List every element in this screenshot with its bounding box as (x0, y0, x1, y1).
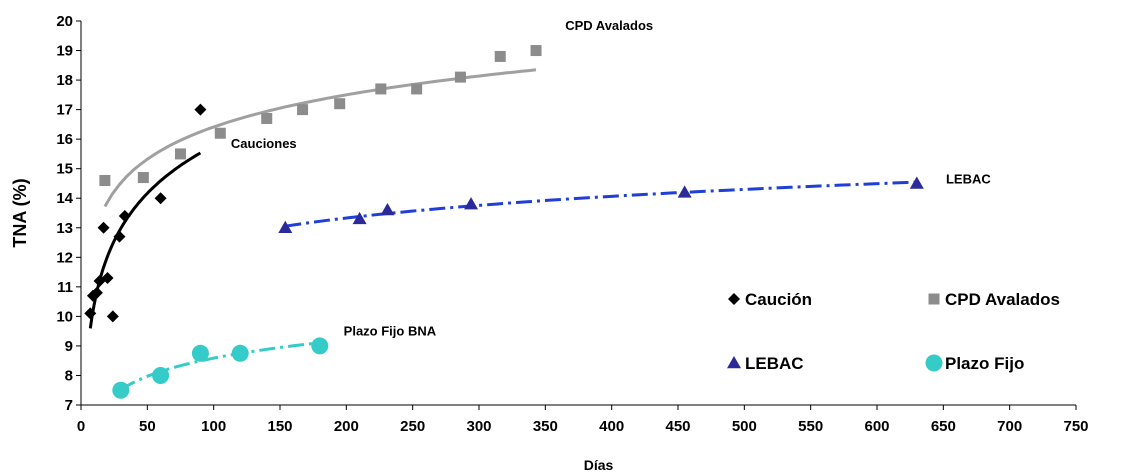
point-cpd-avalados (454, 71, 466, 83)
point-lebac (278, 220, 293, 234)
x-tick-label: 300 (466, 418, 491, 435)
point-caucion (113, 230, 126, 243)
point-lebac (909, 176, 924, 189)
legend-marker-lebac (727, 356, 741, 369)
x-tick-label: 150 (267, 418, 292, 435)
point-lebac (464, 197, 479, 210)
annotation-lebac: LEBAC (946, 171, 991, 186)
trend-line-plazo-fijo (119, 341, 320, 391)
trend-line-caucion (88, 151, 202, 329)
point-cpd-avalados (494, 50, 506, 62)
point-cpd-avalados (175, 148, 186, 160)
y-axis-title: TNA (%) (10, 178, 30, 247)
y-tick-label: 20 (56, 13, 73, 30)
x-tick-label: 200 (334, 418, 359, 435)
x-tick-label: 650 (931, 418, 956, 435)
y-tick-label: 10 (56, 308, 73, 325)
legend-label-caucion: Caución (745, 290, 812, 309)
point-caucion (90, 286, 103, 299)
x-tick-label: 550 (798, 418, 823, 435)
x-tick-label: 600 (864, 418, 889, 435)
point-cpd-avalados (411, 83, 423, 95)
point-cpd-avalados (530, 45, 542, 57)
y-tick-label: 8 (65, 367, 73, 384)
point-cpd-avalados (375, 83, 387, 95)
y-tick-label: 16 (56, 131, 73, 148)
y-tick-label: 12 (56, 249, 73, 266)
point-caucion (154, 192, 167, 205)
legend-marker-plazo-fijo (925, 354, 943, 372)
y-tick-label: 14 (56, 190, 73, 207)
x-tick-label: 100 (201, 418, 226, 435)
point-caucion (106, 310, 119, 323)
point-lebac (677, 185, 692, 198)
point-lebac (380, 203, 395, 216)
legend: Caución CPD Avalados LEBAC Plazo Fijo (727, 290, 1060, 373)
x-tick-label: 50 (139, 418, 156, 435)
point-cpd-avalados (297, 104, 309, 116)
y-tick-label: 9 (65, 338, 73, 355)
point-cpd-avalados (99, 175, 111, 187)
trend-lines (88, 68, 917, 391)
y-tick-label: 18 (56, 72, 73, 89)
y-tick-label: 15 (56, 161, 73, 178)
x-tick-label: 350 (533, 418, 558, 435)
point-plazo-fijo (191, 344, 209, 362)
x-tick-label: 700 (997, 418, 1022, 435)
data-points (84, 45, 924, 399)
axes (76, 20, 1077, 410)
x-tick-label: 750 (1063, 418, 1088, 435)
point-lebac (352, 211, 367, 225)
y-tick-label: 17 (56, 102, 73, 119)
point-cpd-avalados (214, 127, 226, 139)
y-tick-label: 13 (56, 220, 73, 237)
x-tick-label: 450 (665, 418, 690, 435)
y-tick-label: 7 (65, 397, 73, 414)
legend-label-plazo-fijo: Plazo Fijo (945, 354, 1024, 373)
point-caucion (97, 221, 110, 234)
point-cpd-avalados (137, 172, 149, 184)
annotation-cpd-avalados: CPD Avalados (565, 18, 653, 33)
legend-label-cpd-avalados: CPD Avalados (945, 290, 1060, 309)
point-cpd-avalados (334, 98, 346, 110)
point-plazo-fijo (311, 337, 329, 355)
point-plazo-fijo (231, 344, 249, 362)
x-tick-label: 250 (400, 418, 425, 435)
annotations: CPD Avalados Cauciones LEBAC Plazo Fijo … (231, 18, 991, 339)
annotation-cauciones: Cauciones (231, 136, 297, 151)
y-tick-label: 11 (57, 279, 73, 296)
legend-marker-caucion (728, 293, 740, 305)
x-axis-title: Días (584, 457, 614, 473)
point-plazo-fijo (112, 381, 130, 399)
point-caucion (84, 307, 97, 320)
trend-line-cpd-avalados (103, 68, 537, 208)
x-tick-label: 500 (732, 418, 757, 435)
x-tick-labels: 0 50 100 150 200 250 300 350 400 450 500 550 600 650 7… (77, 418, 1089, 435)
x-tick-label: 0 (77, 418, 85, 435)
legend-label-lebac: LEBAC (745, 354, 804, 373)
point-caucion (118, 209, 131, 222)
y-tick-labels: 7 8 9 10 11 12 13 14 15 16 17 18 19 20 (56, 13, 73, 414)
annotation-plazo-fijo-bna: Plazo Fijo BNA (344, 324, 437, 339)
y-tick-label: 19 (56, 43, 73, 60)
x-tick-label: 400 (599, 418, 624, 435)
legend-marker-cpd-avalados (928, 293, 940, 305)
point-plazo-fijo (152, 366, 170, 384)
point-cpd-avalados (261, 112, 273, 124)
trend-line-lebac (285, 180, 917, 228)
point-caucion (101, 271, 114, 284)
point-caucion (194, 103, 207, 116)
